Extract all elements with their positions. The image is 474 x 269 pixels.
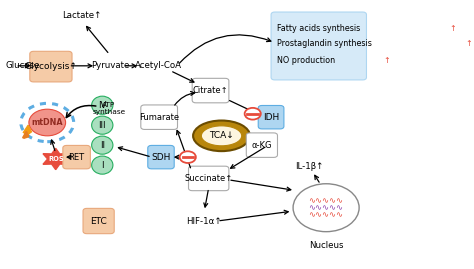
Ellipse shape	[91, 116, 113, 134]
FancyBboxPatch shape	[83, 208, 114, 234]
Text: Citrate↑: Citrate↑	[193, 86, 228, 95]
Ellipse shape	[193, 121, 250, 151]
Text: Prostaglandin synthesis: Prostaglandin synthesis	[277, 40, 372, 48]
Text: III: III	[99, 121, 106, 130]
FancyBboxPatch shape	[63, 146, 91, 169]
Text: Prostaglandin synthesis↑: Prostaglandin synthesis↑	[277, 40, 379, 48]
FancyBboxPatch shape	[192, 78, 229, 103]
FancyBboxPatch shape	[141, 105, 177, 129]
Text: Fatty acids synthesis: Fatty acids synthesis	[277, 23, 361, 33]
Text: RET: RET	[69, 153, 85, 162]
FancyBboxPatch shape	[258, 105, 284, 129]
Text: ROS: ROS	[48, 156, 64, 162]
Circle shape	[180, 151, 196, 163]
Text: ∿∿∿∿∿: ∿∿∿∿∿	[309, 210, 344, 219]
FancyBboxPatch shape	[148, 146, 174, 169]
Text: Pyruvate: Pyruvate	[91, 61, 130, 70]
Text: Glycolysis↑: Glycolysis↑	[25, 62, 77, 71]
Ellipse shape	[91, 96, 113, 114]
Text: IV: IV	[98, 101, 107, 110]
Text: IDH: IDH	[263, 113, 279, 122]
Polygon shape	[43, 148, 68, 170]
Text: HIF-1α↑: HIF-1α↑	[186, 217, 222, 225]
Text: Fumarate: Fumarate	[139, 113, 179, 122]
Text: Lactate↑: Lactate↑	[63, 11, 102, 20]
FancyBboxPatch shape	[30, 51, 72, 82]
Polygon shape	[23, 131, 29, 138]
Text: Glucose: Glucose	[6, 61, 40, 70]
Text: ETC: ETC	[90, 217, 107, 225]
Text: Nucleus: Nucleus	[309, 241, 343, 250]
Text: I: I	[101, 161, 103, 170]
FancyBboxPatch shape	[271, 12, 366, 80]
Circle shape	[29, 109, 65, 136]
Text: NO production↑: NO production↑	[277, 56, 342, 65]
Ellipse shape	[201, 126, 242, 146]
Circle shape	[245, 108, 261, 120]
Polygon shape	[23, 125, 31, 135]
Text: II: II	[100, 141, 105, 150]
FancyBboxPatch shape	[189, 166, 229, 191]
Text: α-KG: α-KG	[252, 141, 272, 150]
Text: ATP
synthase: ATP synthase	[92, 102, 126, 115]
Text: Succinate↑: Succinate↑	[184, 174, 233, 183]
Text: Fatty acids synthesis↑: Fatty acids synthesis↑	[277, 23, 367, 33]
Text: SDH: SDH	[151, 153, 171, 162]
Text: ↑: ↑	[384, 56, 391, 65]
Text: ∿∿∿∿∿: ∿∿∿∿∿	[309, 203, 344, 212]
Text: TCA↓: TCA↓	[209, 131, 234, 140]
FancyBboxPatch shape	[246, 133, 277, 157]
Ellipse shape	[91, 156, 113, 174]
Text: NO production: NO production	[277, 56, 336, 65]
Text: mtDNA: mtDNA	[31, 118, 63, 127]
Text: IL-1β↑: IL-1β↑	[295, 162, 324, 171]
Text: ∿∿∿∿∿: ∿∿∿∿∿	[309, 197, 344, 206]
Text: Acetyl-CoA: Acetyl-CoA	[135, 61, 182, 70]
Text: ↑: ↑	[466, 40, 473, 48]
Ellipse shape	[91, 136, 113, 154]
Text: ↑: ↑	[449, 23, 456, 33]
